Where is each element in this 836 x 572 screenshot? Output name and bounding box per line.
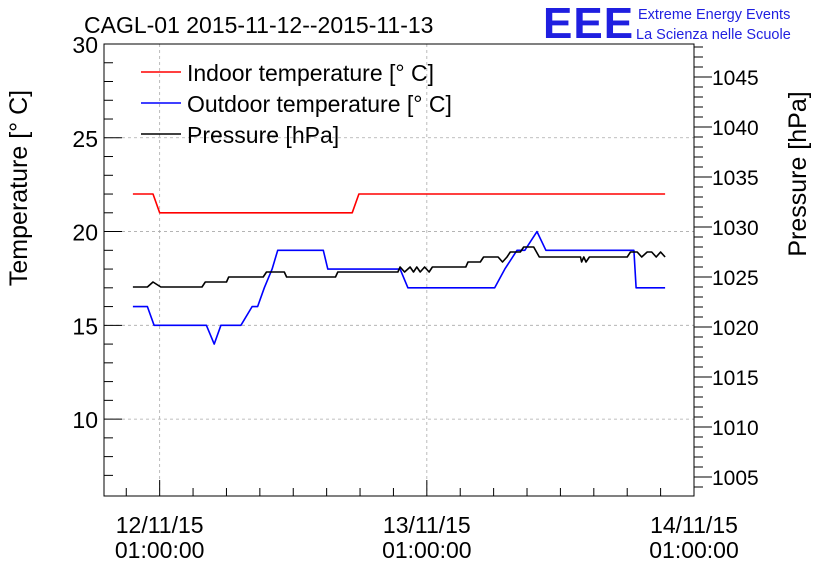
x-tick-time: 01:00:00 [382,537,472,563]
pressure-line [132,246,666,288]
tick-labels: 1015202530100510101015102010251030103510… [72,32,758,563]
x-tick-date: 13/11/15 [383,512,471,538]
y2-tick-label: 1025 [712,267,759,290]
legend-label-indoor: Indoor temperature [° C] [187,60,434,86]
y2-tick-label: 1020 [712,317,759,340]
chart-title: CAGL-01 2015-11-12--2015-11-13 [84,12,433,38]
logo: EEE Extreme Energy Events La Scienza nel… [543,0,791,48]
logo-mark: EEE [543,0,634,48]
y2-tick-label: 1005 [712,467,759,490]
y-tick-label: 30 [72,32,98,58]
legend-label-pressure: Pressure [hPa] [187,122,339,148]
legend: Indoor temperature [° C] Outdoor tempera… [141,60,452,148]
y2-tick-label: 1040 [712,117,759,140]
y-tick-label: 10 [72,407,98,433]
y-tick-label: 20 [72,220,98,246]
x-tick-date: 12/11/15 [116,512,204,538]
logo-line-2: La Scienza nelle Scuole [636,27,791,43]
y-tick-label: 25 [72,126,98,152]
y2-tick-label: 1035 [712,167,759,190]
x-tick-date: 14/11/15 [650,512,738,538]
y2-tick-label: 1045 [712,67,759,90]
outdoor-temperature-line [132,230,666,345]
y2-tick-label: 1010 [712,417,759,440]
plot-frame [103,43,695,497]
y2-axis-label: Pressure [hPa] [784,91,812,256]
y2-tick-label: 1030 [712,217,759,240]
series-lines [132,193,666,345]
x-tick-time: 01:00:00 [115,537,205,563]
indoor-temperature-line [132,193,666,214]
legend-label-outdoor: Outdoor temperature [° C] [187,91,452,117]
y2-tick-label: 1015 [712,367,759,390]
x-tick-time: 01:00:00 [649,537,739,563]
y-tick-label: 15 [72,313,98,339]
y-axis-label: Temperature [° C] [5,90,33,286]
logo-line-1: Extreme Energy Events [638,7,790,23]
